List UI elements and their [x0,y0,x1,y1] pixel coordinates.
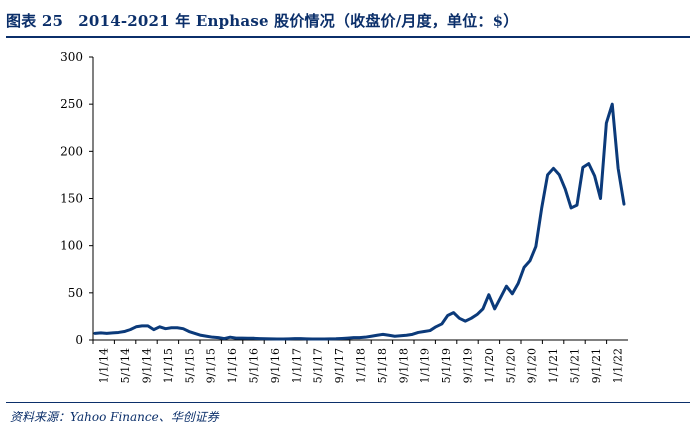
x-tick-label: 5/1/18 [376,348,389,383]
x-axis-ticks: 1/1/14 5/1/14 9/1/14 1/1/15 5/1/15 9/1/15 1/1/… [92,340,624,383]
x-tick-label: 9/1/14 [141,348,154,383]
figure-title: 图表 25 2014-2021 年 Enphase 股价情况（收盘价/月度，单位… [6,12,519,30]
y-tick-label: 100 [60,239,83,253]
x-tick-label: 9/1/19 [462,348,475,383]
x-tick-label: 1/1/20 [483,348,496,383]
y-tick-label: 200 [60,144,83,158]
y-axis-ticks: 0 50 100 150 200 250 300 [60,50,93,347]
x-tick-label: 9/1/18 [397,348,410,383]
x-tick-label: 9/1/16 [269,348,282,383]
x-tick-label: 1/1/21 [547,348,560,383]
x-tick-label: 9/1/21 [590,348,603,383]
x-tick-label: 5/1/19 [440,348,453,383]
x-tick-label: 9/1/20 [526,348,539,383]
x-tick-label: 9/1/17 [333,348,346,383]
footer-rule [6,402,690,403]
x-tick-label: 5/1/15 [183,348,196,383]
x-tick-label: 1/1/15 [162,348,175,383]
x-tick-label: 1/1/17 [290,348,303,383]
y-tick-label: 300 [60,50,83,64]
x-tick-label: 1/1/18 [355,348,368,383]
chart-axes [92,57,628,341]
title-bar: 图表 25 2014-2021 年 Enphase 股价情况（收盘价/月度，单位… [0,0,696,36]
x-tick-label: 1/1/16 [226,348,239,383]
x-tick-label: 5/1/17 [312,348,325,383]
x-tick-label: 5/1/16 [248,348,261,383]
series-line [93,102,626,341]
y-tick-label: 150 [60,192,83,206]
x-tick-label: 1/1/14 [98,348,111,383]
x-tick-label: 1/1/19 [419,348,432,383]
x-tick-label: 5/1/21 [569,348,582,383]
title-rule [6,36,690,38]
source-note: 资料来源：Yahoo Finance、华创证券 [10,410,219,424]
x-tick-label: 1/1/22 [611,348,624,383]
x-tick-label: 9/1/15 [205,348,218,383]
series-layer [93,102,626,341]
y-tick-label: 50 [68,286,83,300]
x-tick-label: 5/1/20 [504,348,517,383]
x-tick-label: 5/1/14 [119,348,132,383]
y-tick-label: 0 [75,333,83,347]
y-tick-label: 250 [60,97,83,111]
